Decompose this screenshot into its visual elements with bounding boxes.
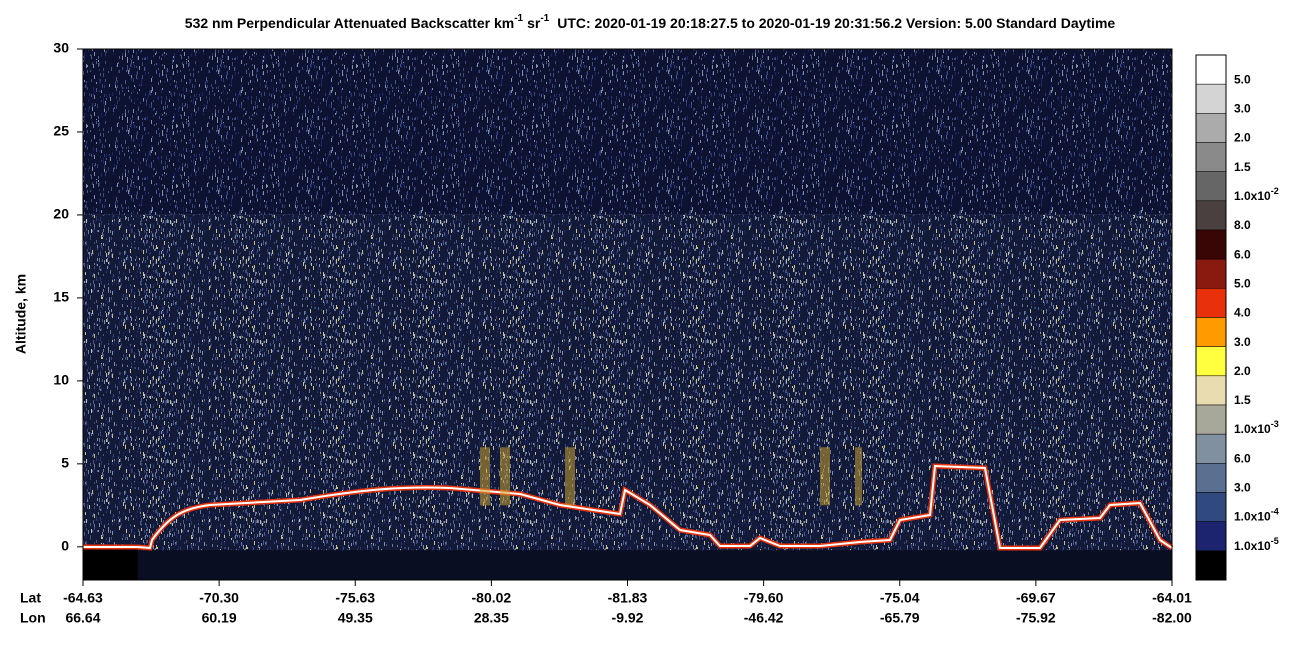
colorbar-box xyxy=(1195,375,1227,406)
curtain-lower xyxy=(83,214,1172,580)
colorbar-box xyxy=(1195,521,1227,552)
colorbar-box xyxy=(1195,113,1227,143)
colorbar-box xyxy=(1195,83,1227,114)
aerosol-feature xyxy=(565,447,575,506)
colorbar-box xyxy=(1195,229,1227,260)
y-tick-label: 20 xyxy=(53,206,69,222)
colorbar-label: 1.0x10-2 xyxy=(1234,186,1279,203)
title-part: 532 nm Perpendicular Attenuated Backscat… xyxy=(185,15,514,31)
plot-area xyxy=(82,48,1174,581)
lat-label: -75.04 xyxy=(880,590,920,606)
lat-label: -70.30 xyxy=(199,590,239,606)
aerosol-feature xyxy=(480,447,490,506)
row-label: Lon xyxy=(20,610,46,626)
lat-label: -81.83 xyxy=(608,590,648,606)
lat-label: -79.60 xyxy=(744,590,784,606)
colorbar-label-exp: -2 xyxy=(1271,186,1279,196)
colorbar-label-base: 1.0x10 xyxy=(1234,510,1271,524)
y-tick-label: 30 xyxy=(53,40,69,56)
colorbar-label-base: 1.0x10 xyxy=(1234,539,1271,553)
title-part: -1 xyxy=(540,13,549,24)
colorbar-box xyxy=(1195,550,1227,581)
colorbar-label: 1.5 xyxy=(1234,160,1251,174)
curtain-upper xyxy=(83,49,1172,215)
lon-label: -65.79 xyxy=(880,610,920,626)
colorbar-label-exp: -3 xyxy=(1271,420,1279,430)
y-tick-label: 25 xyxy=(53,123,69,139)
colorbar-box xyxy=(1195,200,1227,231)
colorbar-frame xyxy=(1195,54,1227,581)
colorbar-label: 3.0 xyxy=(1234,335,1251,349)
subsurface-left xyxy=(83,546,138,580)
colorbar-box xyxy=(1195,54,1227,85)
lon-label: -82.00 xyxy=(1152,610,1192,626)
colorbar-label: 2.0 xyxy=(1234,364,1251,378)
colorbar-label-exp: -5 xyxy=(1271,536,1279,546)
colorbar-label-base: 1.0x10 xyxy=(1234,422,1271,436)
colorbar-label: 2.0 xyxy=(1234,131,1251,145)
surface-signal xyxy=(83,464,1173,550)
colorbar-box xyxy=(1195,317,1227,347)
colorbar-label: 1.0x10-5 xyxy=(1234,536,1279,553)
lat-label: -64.01 xyxy=(1152,590,1192,606)
y-tick-label: 10 xyxy=(53,372,69,388)
y-tick-label: 5 xyxy=(61,455,69,471)
colorbar-label: 3.0 xyxy=(1234,102,1251,116)
colorbar-box xyxy=(1195,346,1227,377)
aerosol-feature xyxy=(820,447,830,506)
colorbar-label: 8.0 xyxy=(1234,218,1251,232)
subsurface xyxy=(83,550,1172,580)
lon-label: 60.19 xyxy=(202,610,237,626)
colorbar-box xyxy=(1195,492,1227,522)
title-part: sr xyxy=(527,15,541,31)
title-part: UTC: 2020-01-19 20:18:27.5 to 2020-01-19… xyxy=(557,15,1115,31)
colorbar: 5.03.02.01.51.0x10-28.06.05.04.03.02.01.… xyxy=(1195,54,1279,581)
lat-label: -75.63 xyxy=(335,590,375,606)
colorbar-label: 3.0 xyxy=(1234,481,1251,495)
colorbar-box xyxy=(1195,433,1227,464)
row-label: Lat xyxy=(20,590,41,606)
lon-label: -9.92 xyxy=(612,610,644,626)
colorbar-box xyxy=(1195,171,1227,202)
colorbar-label: 4.0 xyxy=(1234,306,1251,320)
colorbar-label-exp: -4 xyxy=(1271,507,1279,517)
colorbar-label: 5.0 xyxy=(1234,72,1251,86)
lon-label: -75.92 xyxy=(1016,610,1056,626)
colorbar-label: 6.0 xyxy=(1234,247,1251,261)
lat-label: -80.02 xyxy=(472,590,512,606)
colorbar-box xyxy=(1195,288,1227,318)
lon-label: 66.64 xyxy=(65,610,100,626)
aerosol-feature xyxy=(855,447,862,506)
lon-label: 49.35 xyxy=(338,610,373,626)
aerosol-feature xyxy=(500,447,510,506)
colorbar-box xyxy=(1195,463,1227,493)
colorbar-label-base: 1.0x10 xyxy=(1234,189,1271,203)
colorbar-label: 1.0x10-3 xyxy=(1234,420,1279,437)
title-part: -1 xyxy=(514,13,523,24)
y-tick-label: 0 xyxy=(61,538,69,554)
y-axis-label: Altitude, km xyxy=(13,274,29,354)
lon-label: 28.35 xyxy=(474,610,509,626)
y-tick-label: 15 xyxy=(53,289,69,305)
lat-label: -69.67 xyxy=(1016,590,1056,606)
chart-title: 532 nm Perpendicular Attenuated Backscat… xyxy=(185,13,1116,31)
lat-label: -64.63 xyxy=(63,590,103,606)
colorbar-label: 5.0 xyxy=(1234,277,1251,291)
colorbar-label: 6.0 xyxy=(1234,452,1251,466)
colorbar-box xyxy=(1195,258,1227,289)
colorbar-box xyxy=(1195,404,1227,435)
colorbar-box xyxy=(1195,142,1227,172)
colorbar-label: 1.5 xyxy=(1234,393,1251,407)
colorbar-label: 1.0x10-4 xyxy=(1234,507,1279,524)
lon-label: -46.42 xyxy=(744,610,784,626)
